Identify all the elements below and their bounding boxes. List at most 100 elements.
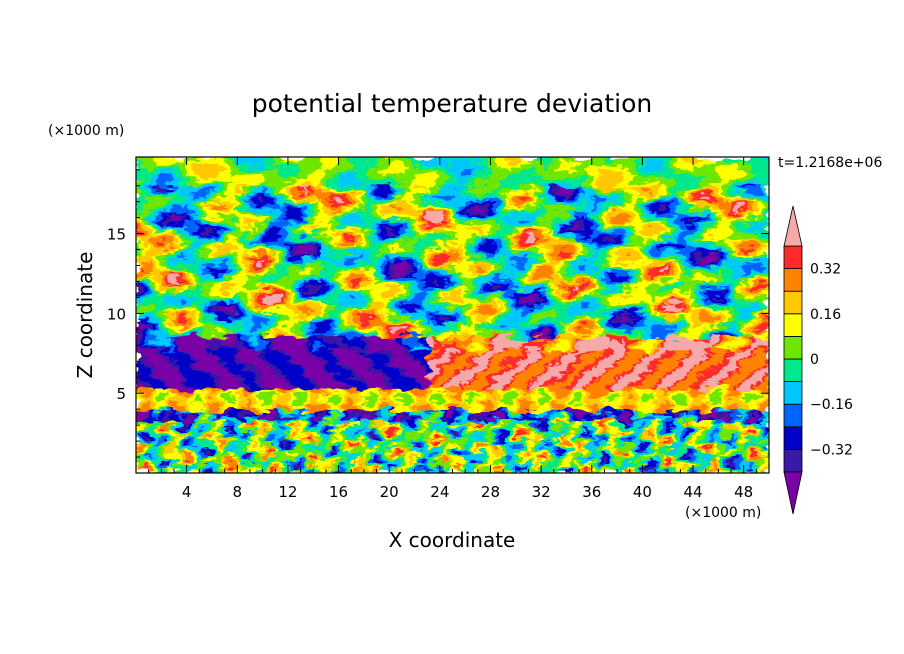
field-cell [614,434,620,439]
field-cell [242,448,248,453]
field-cell [583,392,588,397]
field-cell [337,455,343,460]
field-cell [499,388,505,393]
field-cell [314,462,319,467]
field-cell [761,371,766,376]
field-cell [207,455,212,460]
field-cell [401,364,406,369]
field-cell [472,448,477,453]
field-cell [294,437,299,442]
field-cell [416,451,422,457]
field-cell [571,465,576,471]
field-cell [282,374,287,379]
field-cell [741,378,746,383]
field-cell [381,434,386,439]
field-cell [602,444,608,450]
field-cell [345,402,351,407]
field-cell [492,416,497,421]
field-cell [215,451,220,457]
field-cell [503,430,509,435]
field-cell [345,420,351,425]
field-cell [499,423,505,428]
field-cell [507,374,513,379]
field-cell [713,434,719,439]
field-cell [685,437,691,442]
field-cell [499,416,505,421]
field-cell [199,371,204,376]
field-cell [183,427,189,432]
field-cell [274,388,280,393]
field-cell [448,371,454,376]
field-cell [397,430,402,435]
field-cell [685,465,691,471]
field-cell [238,437,244,442]
field-cell [420,458,426,464]
field-cell [341,423,347,428]
field-cell [713,451,719,457]
field-cell [136,406,141,411]
field-cell [270,462,276,467]
field-cell [555,469,560,473]
field-cell [136,441,141,446]
field-cell [211,409,216,414]
field-cell [270,451,276,457]
field-cell [622,402,628,407]
field-cell [757,444,762,450]
field-cell [456,441,462,446]
field-cell [484,367,489,372]
field-cell [523,399,529,404]
field-cell [444,399,450,404]
field-cell [670,385,675,390]
field-cell [444,451,450,457]
field-cell [238,455,244,460]
field-cell [507,441,513,446]
field-cell [183,416,189,421]
field-cell [163,455,169,460]
field-cell [321,399,327,404]
field-cell [179,423,185,428]
field-cell [401,469,406,473]
field-cell [416,462,422,467]
field-cell [555,364,560,369]
field-cell [646,367,651,372]
field-cell [329,441,335,446]
field-cell [753,462,758,467]
field-cell [571,420,576,425]
field-cell [717,455,723,460]
field-cell [385,469,390,473]
field-cell [757,385,762,390]
field-cell [472,465,477,471]
field-cell [468,444,473,450]
field-cell [357,469,363,473]
field-cell [583,420,588,425]
field-cell [460,367,465,372]
field-cell [365,462,371,467]
field-cell [729,378,734,383]
field-cell [444,392,450,397]
field-cell [444,374,450,379]
field-cell [310,388,315,393]
field-cell [226,392,232,397]
field-cell [432,434,438,439]
field-cell [242,455,248,460]
field-cell [614,416,620,421]
field-cell [555,392,560,397]
field-cell [452,434,458,439]
field-cell [195,469,200,473]
field-cell [697,395,703,400]
field-cell [689,451,695,457]
field-cell [650,430,655,435]
field-cell [701,392,707,397]
field-cell [650,434,655,439]
field-cell [650,458,655,464]
field-cell [136,388,141,393]
field-cell [278,392,283,397]
field-cell [420,465,426,471]
field-cell [183,406,189,411]
field-cell [594,469,600,473]
field-cell [598,402,604,407]
field-cell [408,402,414,407]
field-cell [337,409,343,414]
field-cell [278,465,283,471]
field-cell [515,444,521,450]
